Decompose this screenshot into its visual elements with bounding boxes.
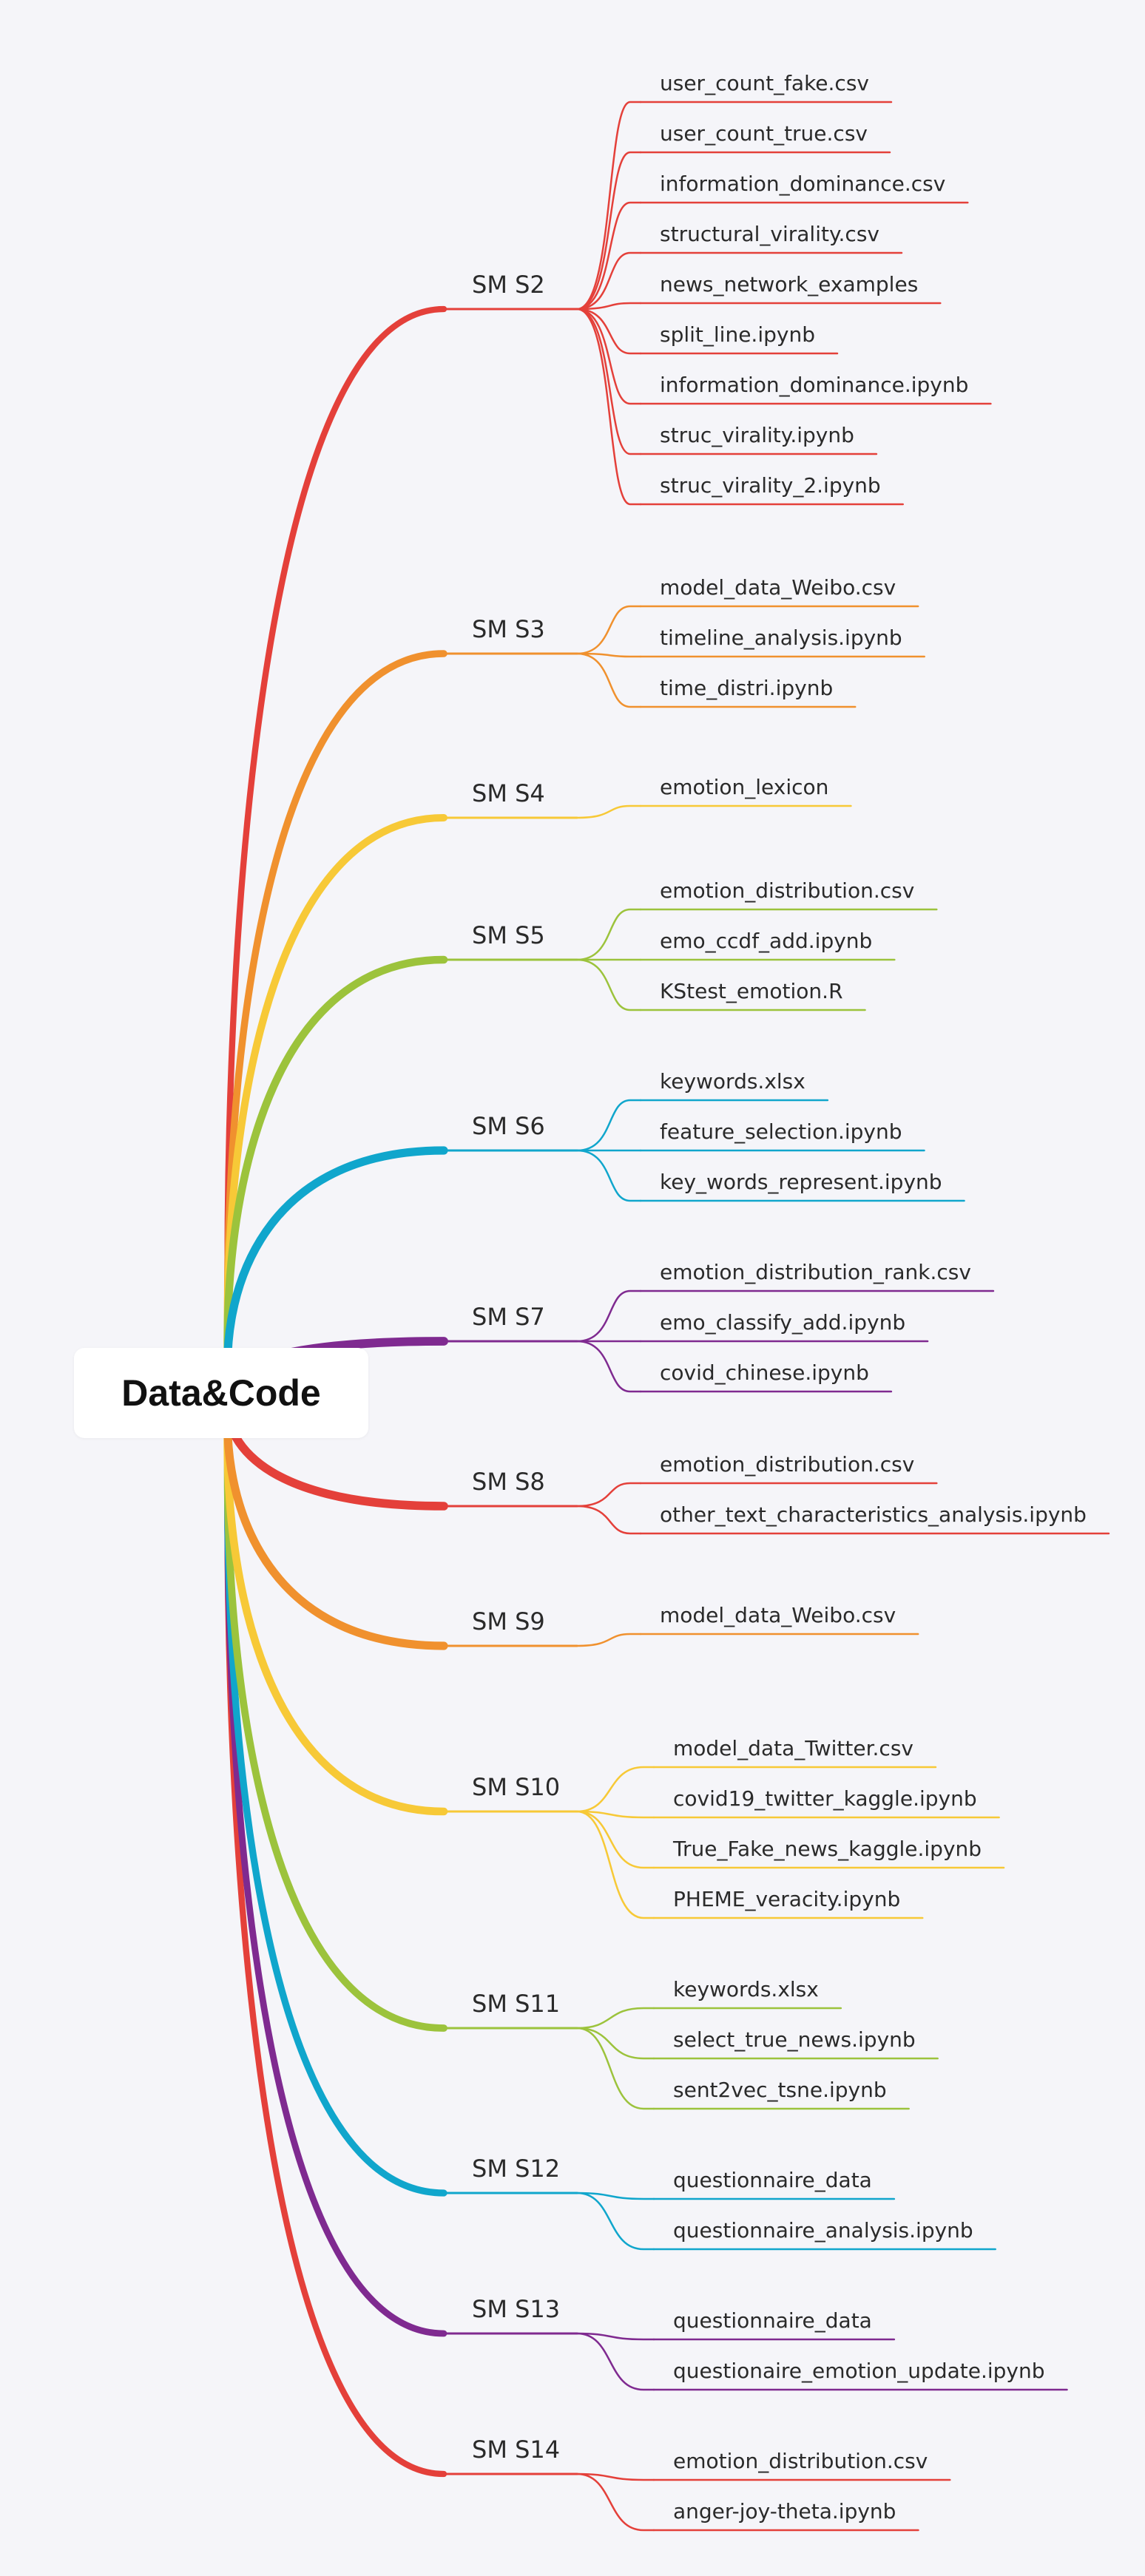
leaf-connector <box>575 2332 655 2391</box>
file-label[interactable]: model_data_Weibo.csv <box>660 1603 896 1627</box>
file-label[interactable]: emo_classify_add.ipynb <box>660 1310 906 1335</box>
leaf-connector <box>575 151 642 311</box>
leaf-connector <box>575 804 642 819</box>
trunk-connector <box>223 1389 448 1816</box>
leaf-connector <box>575 1099 642 1152</box>
section-label[interactable]: SM S9 <box>472 1607 545 1636</box>
leaf-connector <box>575 2192 655 2200</box>
leaf-connector <box>575 605 642 655</box>
leaf-connector <box>575 2027 655 2110</box>
leaf-connector <box>575 2472 655 2481</box>
leaf-connector <box>575 308 642 455</box>
trunk-connector <box>223 1389 447 2032</box>
file-label[interactable]: keywords.xlsx <box>673 1977 819 2002</box>
file-label[interactable]: emotion_distribution.csv <box>673 2449 928 2473</box>
file-label[interactable]: user_count_true.csv <box>660 121 868 146</box>
section-label[interactable]: SM S5 <box>472 921 545 949</box>
section-label[interactable]: SM S8 <box>472 1468 545 1496</box>
file-label[interactable]: model_data_Weibo.csv <box>660 575 896 600</box>
file-label[interactable]: emotion_lexicon <box>660 775 829 799</box>
section-label[interactable]: SM S10 <box>472 1773 561 1801</box>
section-label[interactable]: SM S13 <box>472 2295 561 2323</box>
file-label[interactable]: time_distri.ipynb <box>660 676 834 700</box>
section-label[interactable]: SM S11 <box>472 1990 561 2018</box>
leaf-connector <box>575 2027 655 2060</box>
file-label[interactable]: emotion_distribution_rank.csv <box>660 1260 971 1284</box>
leaf-connector <box>575 302 642 311</box>
file-label[interactable]: KStest_emotion.R <box>660 979 843 1003</box>
trunk-connector <box>224 1389 447 2337</box>
section-label[interactable]: SM S3 <box>472 615 545 643</box>
file-label[interactable]: PHEME_veracity.ipynb <box>673 1887 901 1911</box>
file-label[interactable]: emotion_distribution.csv <box>660 878 915 903</box>
file-label[interactable]: anger-joy-theta.ipynb <box>673 2499 896 2524</box>
file-label[interactable]: feature_selection.ipynb <box>660 1119 902 1144</box>
leaf-connector <box>575 1149 642 1202</box>
file-label[interactable]: struc_virality.ipynb <box>660 423 854 447</box>
file-label[interactable]: user_count_fake.csv <box>660 71 869 95</box>
leaf-connector <box>575 1810 655 1819</box>
file-label[interactable]: sent2vec_tsne.ipynb <box>673 2078 887 2102</box>
leaf-connector <box>575 251 642 311</box>
file-label[interactable]: emo_ccdf_add.ipynb <box>660 929 873 953</box>
leaf-connector <box>575 652 642 708</box>
file-label[interactable]: covid19_twitter_kaggle.ipynb <box>673 1786 977 1811</box>
file-label[interactable]: questionnaire_data <box>673 2168 872 2192</box>
file-label[interactable]: keywords.xlsx <box>660 1069 805 1094</box>
leaf-connector <box>575 652 642 658</box>
file-label[interactable]: structural_virality.csv <box>660 222 879 246</box>
section-label[interactable]: SM S2 <box>472 271 545 299</box>
leaf-connector <box>575 1505 642 1535</box>
leaf-connector <box>575 308 642 405</box>
leaf-connector <box>575 958 642 1011</box>
leaf-connector <box>575 1633 642 1647</box>
root-node[interactable]: Data&Code <box>74 1348 368 1438</box>
section-label[interactable]: SM S4 <box>472 779 545 807</box>
trunk-connector <box>223 813 448 1397</box>
section-label[interactable]: SM S14 <box>472 2436 561 2464</box>
section-label[interactable]: SM S12 <box>472 2155 561 2183</box>
file-label[interactable]: timeline_analysis.ipynb <box>660 626 902 650</box>
leaf-connector <box>575 908 642 961</box>
file-label[interactable]: questionnaire_data <box>673 2308 872 2333</box>
leaf-connector <box>575 1766 655 1813</box>
leaf-connector <box>575 1340 642 1393</box>
file-label[interactable]: covid_chinese.ipynb <box>660 1360 869 1385</box>
leaf-connector <box>575 2192 655 2251</box>
file-label[interactable]: information_dominance.csv <box>660 172 946 196</box>
file-label[interactable]: select_true_news.ipynb <box>673 2027 916 2052</box>
leaf-connector <box>575 1482 642 1508</box>
file-label[interactable]: struc_virality_2.ipynb <box>660 473 881 498</box>
leaf-connector <box>575 2007 655 2030</box>
leaf-connector <box>575 308 642 355</box>
leaf-connector <box>575 1810 655 1919</box>
file-label[interactable]: news_network_examples <box>660 272 919 296</box>
section-label[interactable]: SM S6 <box>472 1112 545 1140</box>
section-label[interactable]: SM S7 <box>472 1303 545 1331</box>
file-label[interactable]: True_Fake_news_kaggle.ipynb <box>673 1837 982 1861</box>
leaf-connector <box>575 2472 655 2532</box>
file-label[interactable]: model_data_Twitter.csv <box>673 1736 913 1760</box>
leaf-connector <box>575 101 642 311</box>
file-label[interactable]: information_dominance.ipynb <box>660 373 969 397</box>
leaf-connector <box>575 1810 655 1869</box>
file-label[interactable]: emotion_distribution.csv <box>660 1452 915 1477</box>
leaf-connector <box>575 201 642 311</box>
leaf-connector <box>575 2332 655 2341</box>
file-label[interactable]: questionaire_emotion_update.ipynb <box>673 2359 1045 2383</box>
leaf-connector <box>575 308 642 506</box>
leaf-connector <box>575 1289 642 1343</box>
file-label[interactable]: questionnaire_analysis.ipynb <box>673 2218 973 2243</box>
file-label[interactable]: other_text_characteristics_analysis.ipyn… <box>660 1502 1087 1527</box>
file-label[interactable]: key_words_represent.ipynb <box>660 1170 942 1194</box>
file-label[interactable]: split_line.ipynb <box>660 322 815 347</box>
trunk-connector <box>224 305 447 1397</box>
